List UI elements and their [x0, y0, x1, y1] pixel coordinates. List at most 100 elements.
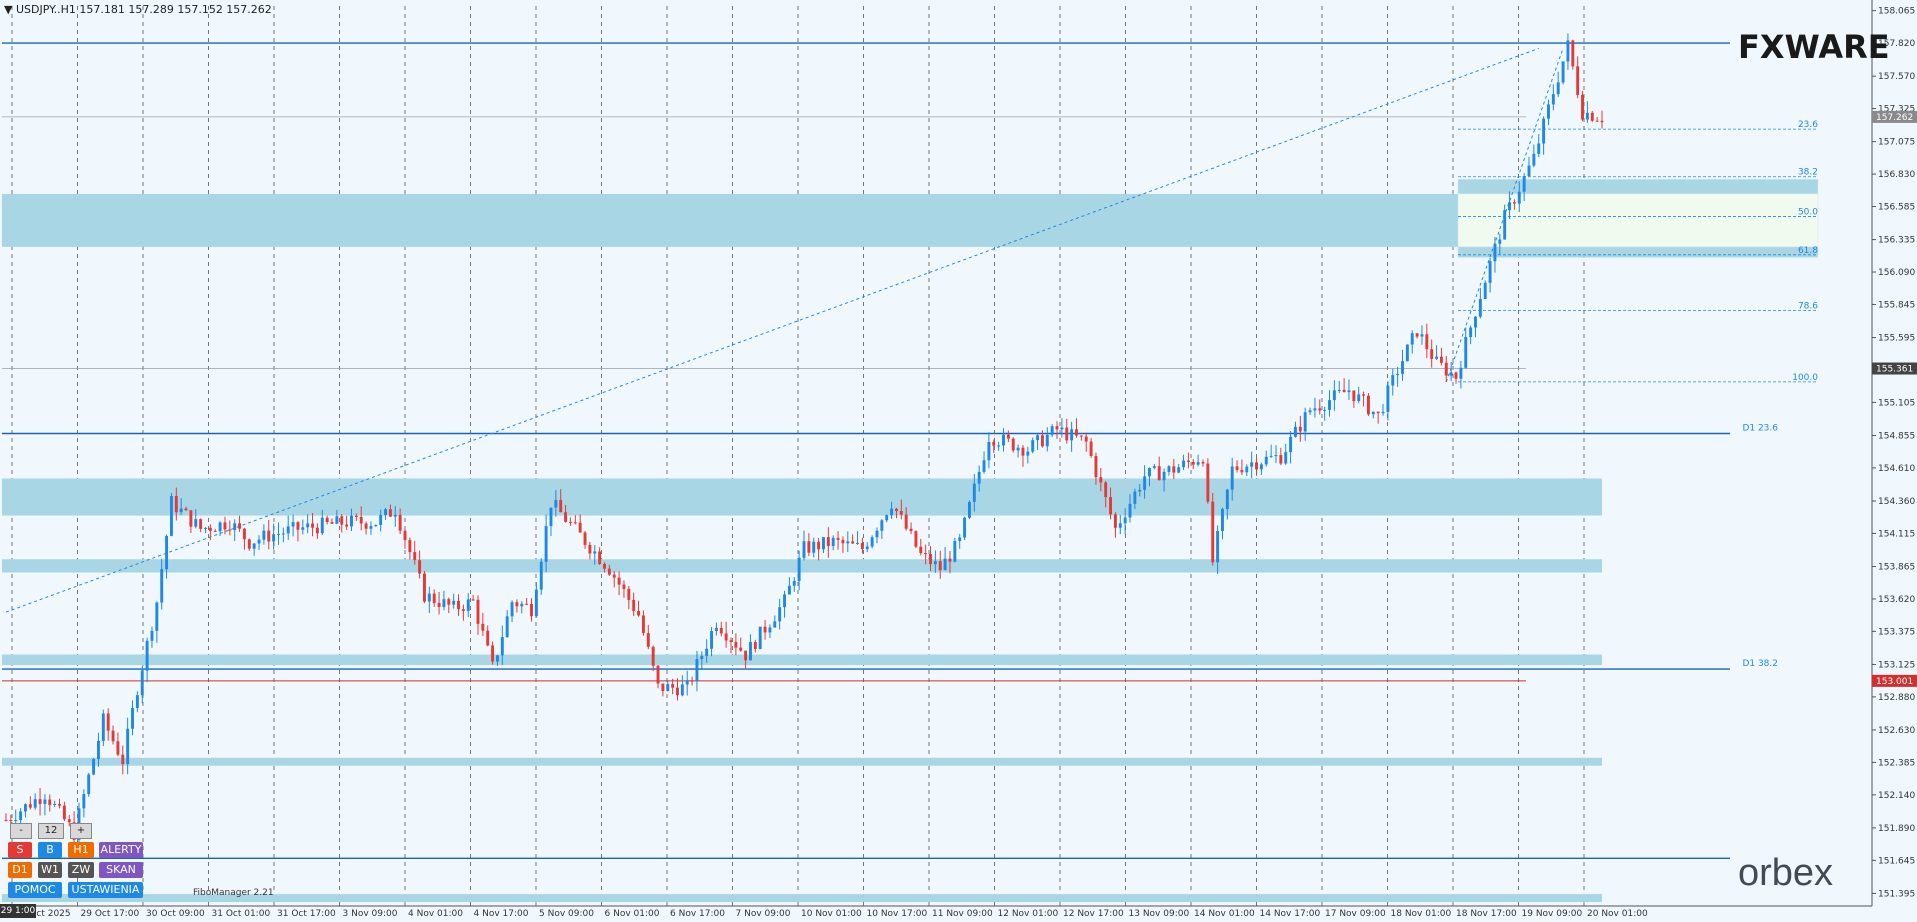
candle-body	[1464, 337, 1468, 368]
candle-body	[1551, 94, 1555, 105]
count-field[interactable]: 12	[38, 823, 64, 839]
price-tick-label: 151.395	[1878, 889, 1915, 899]
candle-body	[306, 523, 310, 528]
candle-body	[320, 517, 324, 534]
time-label: 6 Nov 01:00	[605, 909, 660, 919]
candle-body	[257, 539, 261, 544]
candle-body	[588, 544, 592, 554]
sell-button[interactable]: S	[8, 842, 32, 858]
timeframe-d1-button[interactable]: D1	[8, 862, 32, 878]
candle-body	[1021, 447, 1025, 456]
candle-body	[1070, 429, 1074, 441]
candle-body	[223, 522, 227, 530]
candle-body	[933, 561, 937, 565]
candle-body	[199, 519, 203, 529]
candle-body	[622, 584, 626, 589]
candle-body	[169, 496, 173, 536]
candle-body	[62, 805, 66, 820]
skan-button[interactable]: SKAN	[99, 862, 143, 878]
minus-button[interactable]: -	[10, 823, 32, 839]
candle-body	[578, 522, 582, 533]
timeframe-h1-button[interactable]: H1	[68, 842, 94, 858]
candle-body	[296, 522, 300, 530]
candle-body	[1508, 202, 1512, 211]
candle-body	[938, 561, 942, 571]
candle-body	[1401, 361, 1404, 374]
fibo-zone	[1457, 193, 1819, 248]
fibo-level-label: 100.0	[1792, 373, 1818, 383]
corner-time-label: 29 1:00	[0, 904, 36, 918]
candle-body	[1279, 455, 1283, 464]
candle-body	[1503, 210, 1507, 240]
candle-body	[719, 627, 723, 634]
candle-body	[505, 616, 509, 638]
candle-body	[1230, 466, 1234, 490]
candle-body	[783, 594, 786, 608]
candle-body	[1371, 411, 1375, 415]
candle-body	[116, 741, 120, 755]
trendline	[5, 47, 1539, 613]
candle-body	[573, 522, 577, 524]
zw-button[interactable]: ZW	[68, 862, 94, 878]
candle-body	[335, 516, 339, 524]
candle-body	[568, 521, 572, 523]
candle-body	[1303, 412, 1307, 432]
buy-button[interactable]: B	[38, 842, 62, 858]
candle-body	[972, 483, 976, 502]
sr-zone	[2, 757, 1602, 766]
time-label: 29 Oct 2025	[15, 909, 71, 919]
candle-body	[418, 560, 422, 574]
candle-body	[1595, 120, 1599, 122]
price-tick-label: 152.880	[1878, 693, 1915, 703]
candle-body	[710, 631, 714, 649]
candle-body	[846, 541, 850, 544]
plus-button[interactable]: +	[70, 823, 92, 839]
dropdown-triangle-icon[interactable]: ▼	[4, 3, 16, 16]
candle-body	[1191, 461, 1195, 465]
candle-body	[1113, 514, 1117, 528]
candle-body	[238, 523, 242, 529]
candle-body	[549, 507, 553, 527]
candle-body	[461, 609, 465, 611]
candle-body	[48, 799, 52, 806]
candle-body	[510, 602, 514, 617]
candle-body	[388, 509, 392, 517]
candle-body	[19, 811, 23, 821]
candle-body	[315, 527, 319, 534]
candle-body	[345, 524, 349, 527]
candle-body	[111, 730, 115, 742]
candle-body	[1177, 467, 1181, 473]
candle-body	[1318, 408, 1322, 411]
candle-body	[87, 774, 91, 795]
candle-body	[1172, 466, 1176, 473]
time-label: 18 Nov 17:00	[1456, 909, 1517, 919]
candle-body	[1532, 153, 1536, 166]
candle-body	[1026, 451, 1030, 456]
candle-body	[690, 680, 694, 682]
ustawienia-button[interactable]: USTAWIENIA	[68, 882, 143, 898]
candle-body	[627, 588, 631, 600]
candle-body	[1255, 462, 1258, 470]
candle-body	[826, 537, 830, 547]
sr-zone	[2, 478, 1602, 516]
price-tick-label: 156.830	[1878, 170, 1915, 180]
fibo-zone	[1457, 179, 1819, 195]
candle-body	[817, 541, 821, 550]
pomoc-button[interactable]: POMOC	[8, 882, 62, 898]
candle-body	[481, 623, 485, 631]
timeframe-w1-button[interactable]: W1	[38, 862, 62, 878]
price-tick-label: 157.570	[1878, 72, 1915, 82]
alerty-button[interactable]: ALERTY	[99, 842, 143, 858]
candle-body	[792, 580, 796, 586]
candle-body	[452, 600, 456, 605]
sr-zone	[2, 894, 1602, 903]
candle-body	[1391, 375, 1395, 386]
candle-body	[233, 523, 237, 530]
candle-body	[393, 514, 397, 517]
candle-body	[179, 508, 183, 513]
candle-body	[369, 526, 373, 529]
candle-body	[286, 526, 290, 534]
candle-body	[1216, 530, 1220, 563]
price-tick-label: 152.630	[1878, 726, 1915, 736]
